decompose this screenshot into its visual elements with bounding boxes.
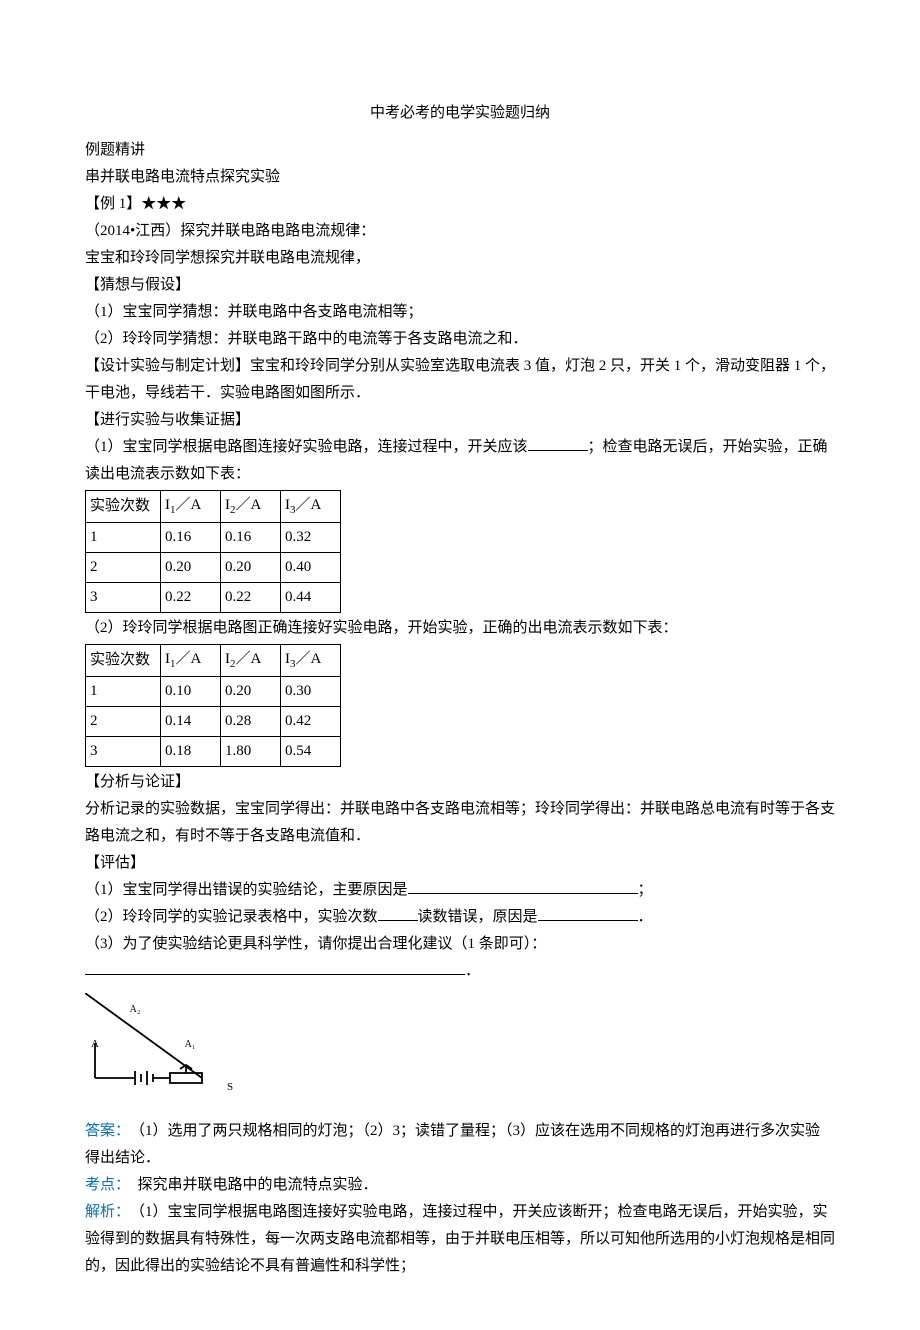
- table-cell: 0.28: [221, 706, 281, 736]
- eval-2-before: （2）玲玲同学的实验记录表格中，实验次数: [85, 909, 378, 925]
- table-cell: 0.40: [281, 552, 341, 582]
- jiexi-line: 解析： （1）宝宝同学根据电路图连接好实验电路，连接过程中，开关应该断开；检查电…: [85, 1199, 835, 1280]
- table-cell: 1.80: [221, 736, 281, 766]
- table-row: 实验次数 I1／A I2／A I3／A: [86, 491, 341, 523]
- section-analysis: 【分析与论证】: [85, 769, 835, 796]
- table-cell: 0.10: [161, 676, 221, 706]
- table-row: 3 0.22 0.22 0.44: [86, 582, 341, 612]
- section-hypothesis: 【猜想与假设】: [85, 272, 835, 299]
- table-row: 1 0.16 0.16 0.32: [86, 522, 341, 552]
- fill-blank-error-reason[interactable]: [538, 920, 638, 921]
- svg-text:A₂: A₂: [130, 1004, 141, 1015]
- conduct-1-text-before: （1）宝宝同学根据电路图连接好实验电路，连接过程中，开关应该: [85, 439, 528, 455]
- table-cell: 0.20: [161, 552, 221, 582]
- eval-1-before: （1）宝宝同学得出错误的实验结论，主要原因是: [85, 882, 408, 898]
- section-conduct: 【进行实验与收集证据】: [85, 407, 835, 434]
- table-cell: 3: [86, 736, 161, 766]
- fill-blank-trial-number[interactable]: [378, 920, 418, 921]
- table-header: I2／A: [221, 491, 281, 523]
- eval-3: （3）为了使实验结论更具科学性，请你提出合理化建议（1 条即可）：: [85, 931, 835, 958]
- eval-1-after: ；: [638, 882, 653, 898]
- fill-blank-reason[interactable]: [408, 893, 638, 894]
- fill-blank-switch[interactable]: [528, 450, 588, 451]
- table-cell: 0.16: [221, 522, 281, 552]
- table-cell: 0.54: [281, 736, 341, 766]
- table-cell: 0.32: [281, 522, 341, 552]
- svg-text:S: S: [227, 1081, 233, 1093]
- circuit-diagram: A A₂ A₁ S: [85, 993, 835, 1103]
- eval-2-after: ．: [638, 909, 653, 925]
- heading-examples: 例题精讲: [85, 137, 835, 164]
- kaodian-text: 探究串并联电路中的电流特点实验．: [123, 1177, 378, 1193]
- table-header: I2／A: [221, 644, 281, 676]
- conduct-step-2: （2）玲玲同学根据电路图正确连接好实验电路，开始实验，正确的出电流表示数如下表：: [85, 615, 835, 642]
- data-table-1: 实验次数 I1／A I2／A I3／A 1 0.16 0.16 0.32 2 0…: [85, 490, 341, 613]
- table-cell: 2: [86, 552, 161, 582]
- answer-text: （1）选用了两只规格相同的灯泡；（2）3；读错了量程；（3）应该在选用不同规格的…: [85, 1123, 820, 1166]
- problem-intro: 宝宝和玲玲同学想探究并联电路电流规律，: [85, 245, 835, 272]
- table-cell: 3: [86, 582, 161, 612]
- eval-3-after: ．: [465, 963, 480, 979]
- problem-source: （2014•江西）探究并联电路电路电流规律：: [85, 218, 835, 245]
- fill-blank-suggestion[interactable]: [85, 974, 465, 975]
- table-cell: 2: [86, 706, 161, 736]
- table-header: I3／A: [281, 644, 341, 676]
- table-row: 2 0.20 0.20 0.40: [86, 552, 341, 582]
- table-cell: 0.16: [161, 522, 221, 552]
- eval-3-blank-line: ．: [85, 958, 835, 985]
- section-evaluation: 【评估】: [85, 850, 835, 877]
- example-number: 【例 1】★★★: [85, 191, 835, 218]
- svg-text:A: A: [91, 1038, 99, 1050]
- table-cell: 0.18: [161, 736, 221, 766]
- svg-text:A₁: A₁: [185, 1039, 196, 1050]
- table-header: 实验次数: [86, 491, 161, 523]
- answer-line: 答案： （1）选用了两只规格相同的灯泡；（2）3；读错了量程；（3）应该在选用不…: [85, 1118, 835, 1172]
- jiexi-text: （1）宝宝同学根据电路图连接好实验电路，连接过程中，开关应该断开；检查电路无误后…: [85, 1204, 835, 1274]
- kaodian-line: 考点： 探究串并联电路中的电流特点实验．: [85, 1172, 835, 1199]
- eval-2: （2）玲玲同学的实验记录表格中，实验次数 读数错误，原因是 ．: [85, 904, 835, 931]
- conduct-step-1: （1）宝宝同学根据电路图连接好实验电路，连接过程中，开关应该；检查电路无误后，开…: [85, 434, 835, 488]
- table-cell: 0.22: [161, 582, 221, 612]
- table-cell: 0.30: [281, 676, 341, 706]
- table-row: 实验次数 I1／A I2／A I3／A: [86, 644, 341, 676]
- jiexi-label: 解析：: [85, 1204, 123, 1220]
- eval-2-mid: 读数错误，原因是: [418, 909, 538, 925]
- table-row: 1 0.10 0.20 0.30: [86, 676, 341, 706]
- section-design: 【设计实验与制定计划】宝宝和玲玲同学分别从实验室选取电流表 3 值，灯泡 2 只…: [85, 353, 835, 407]
- table-cell: 0.20: [221, 552, 281, 582]
- table-cell: 0.20: [221, 676, 281, 706]
- table-cell: 1: [86, 522, 161, 552]
- table-cell: 0.44: [281, 582, 341, 612]
- table-header: 实验次数: [86, 644, 161, 676]
- document-title: 中考必考的电学实验题归纳: [85, 100, 835, 127]
- eval-1: （1）宝宝同学得出错误的实验结论，主要原因是 ；: [85, 877, 835, 904]
- table-cell: 0.42: [281, 706, 341, 736]
- analysis-text: 分析记录的实验数据，宝宝同学得出：并联电路中各支路电流相等；玲玲同学得出：并联电…: [85, 796, 835, 850]
- heading-experiment-type: 串并联电路电流特点探究实验: [85, 164, 835, 191]
- data-table-2: 实验次数 I1／A I2／A I3／A 1 0.10 0.20 0.30 2 0…: [85, 644, 341, 767]
- table-cell: 0.14: [161, 706, 221, 736]
- table-row: 2 0.14 0.28 0.42: [86, 706, 341, 736]
- table-row: 3 0.18 1.80 0.54: [86, 736, 341, 766]
- table-header: I3／A: [281, 491, 341, 523]
- hypothesis-1: （1）宝宝同学猜想：并联电路中各支路电流相等；: [85, 299, 835, 326]
- table-cell: 1: [86, 676, 161, 706]
- answer-label: 答案：: [85, 1123, 123, 1139]
- table-cell: 0.22: [221, 582, 281, 612]
- table-header: I1／A: [161, 491, 221, 523]
- kaodian-label: 考点：: [85, 1177, 123, 1193]
- hypothesis-2: （2）玲玲同学猜想：并联电路干路中的电流等于各支路电流之和．: [85, 326, 835, 353]
- table-header: I1／A: [161, 644, 221, 676]
